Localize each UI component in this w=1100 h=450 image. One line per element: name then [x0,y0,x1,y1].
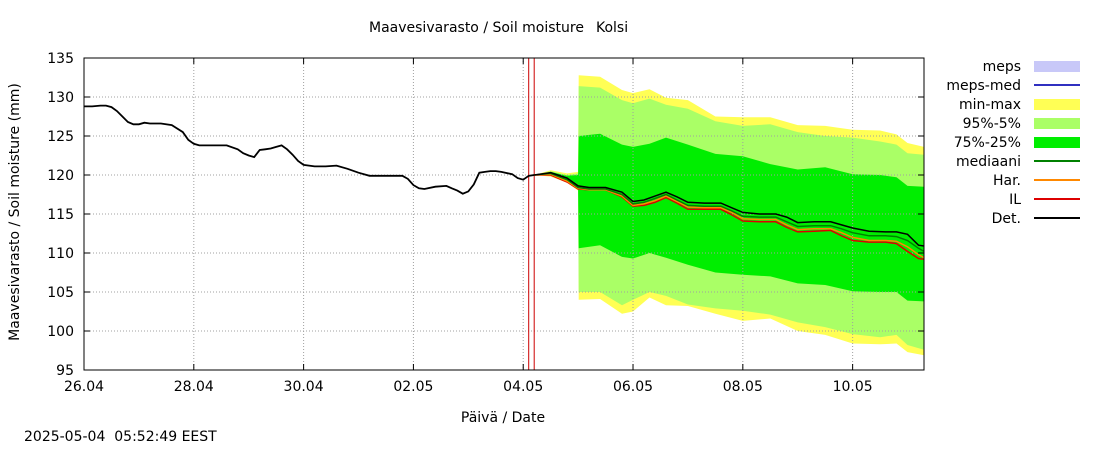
series-forecast-det [534,171,925,247]
y-tick-label: 95 [56,363,74,379]
x-axis-label: Päivä / Date [461,410,545,426]
legend-label-mediaani: mediaani [956,154,1021,170]
chart-title-station: Kolsi [596,20,628,36]
legend: meps meps-med min-max 95%-5% 75%-25% mediaani… [946,59,1080,227]
frame-layer [83,57,925,371]
x-tick-label: 02.05 [393,379,433,395]
x-tick-label: 30.04 [284,379,324,395]
y-tick-label: 110 [47,246,74,262]
chart-title: Maavesivarasto / Soil moisture Kolsi [369,20,628,36]
legend-label-p75_25: 75%-25% [954,135,1021,151]
x-tick-label: 08.05 [723,379,763,395]
x-tick-label: 10.05 [833,379,873,395]
legend-label-il: IL [1009,192,1021,208]
band-p75_25 [534,133,924,302]
y-tick-label: 135 [47,51,74,67]
legend-label-meps: meps [983,59,1021,75]
grid-layer [84,58,924,370]
y-tick-labels: 95 100 105 110 115 120 125 130 135 [47,51,74,379]
timestamp: 2025-05-04 05:52:49 EEST [24,429,217,445]
legend-swatch-min_max [1034,99,1080,110]
legend-swatch-meps [1034,61,1080,72]
legend-label-det: Det. [992,211,1021,227]
legend-label-meps_med: meps-med [946,78,1021,94]
y-tick-label: 115 [47,207,74,223]
x-tick-label: 06.05 [613,379,653,395]
y-tick-label: 125 [47,129,74,145]
legend-swatch-p75_25 [1034,137,1080,148]
y-tick-label: 120 [47,168,74,184]
y-axis-label: Maavesivarasto / Soil moisture (mm) [7,83,23,341]
y-tick-label: 130 [47,90,74,106]
x-tick-label: 28.04 [174,379,214,395]
lines-layer [84,58,925,370]
legend-label-min_max: min-max [959,97,1021,113]
x-tick-labels: 26.04 28.04 30.04 02.05 04.05 06.05 08.05 10.05 [64,379,873,395]
series-forecast-har [534,173,925,259]
legend-swatch-p95_5 [1034,118,1080,129]
chart-title-main: Maavesivarasto / Soil moisture [369,20,584,36]
legend-label-har: Har. [993,173,1021,189]
series-forecast-mediaani [534,172,925,253]
y-tick-label: 105 [47,285,74,301]
y-tick-label: 100 [47,324,74,340]
x-tick-label: 04.05 [503,379,543,395]
legend-label-p95_5: 95%-5% [963,116,1021,132]
x-tick-label: 26.04 [64,379,104,395]
series-observed-det [84,104,535,195]
bands-layer [534,75,924,356]
